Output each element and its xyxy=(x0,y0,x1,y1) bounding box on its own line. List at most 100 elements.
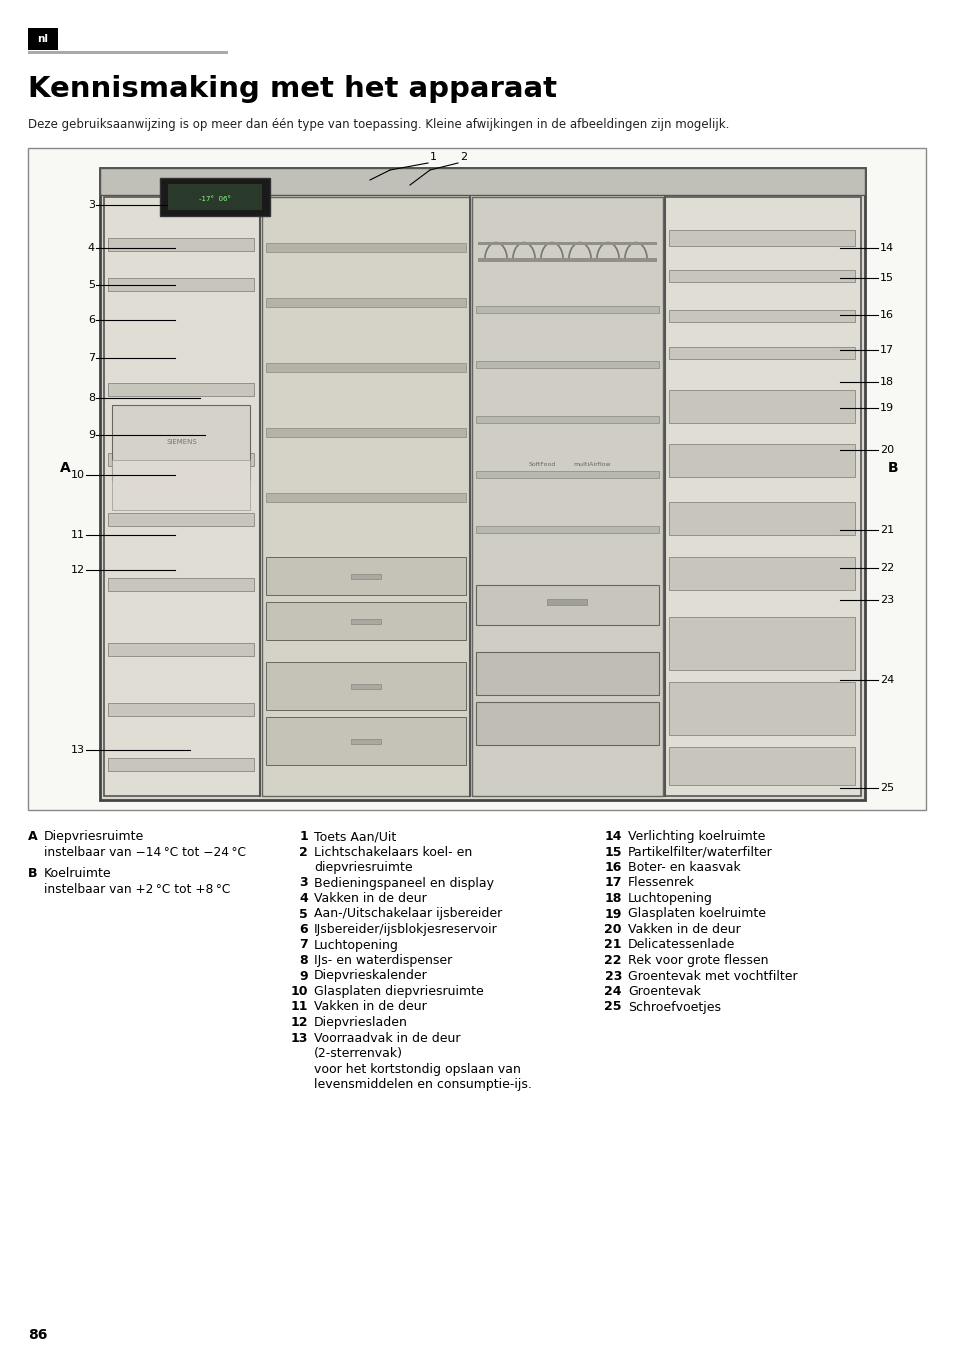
Text: 24: 24 xyxy=(604,986,621,998)
Bar xyxy=(668,682,854,734)
Bar xyxy=(477,242,657,244)
Text: Luchtopening: Luchtopening xyxy=(314,938,398,952)
Bar xyxy=(108,383,253,396)
Bar xyxy=(108,578,253,591)
Bar xyxy=(668,558,854,590)
Text: Schroefvoetjes: Schroefvoetjes xyxy=(627,1000,720,1014)
Bar xyxy=(668,747,854,784)
Bar xyxy=(266,602,465,640)
Text: 17: 17 xyxy=(604,876,621,890)
Text: 19: 19 xyxy=(604,907,621,921)
Text: Aan-/Uitschakelaar ijsbereider: Aan-/Uitschakelaar ijsbereider xyxy=(314,907,501,921)
Bar xyxy=(351,574,380,579)
Bar xyxy=(266,298,465,306)
Text: Flessenrek: Flessenrek xyxy=(627,876,694,890)
Text: -17°  06°: -17° 06° xyxy=(199,196,231,202)
Text: IJsbereider/ijsblokjesreservoir: IJsbereider/ijsblokjesreservoir xyxy=(314,923,497,936)
Bar xyxy=(472,197,662,796)
Text: 3: 3 xyxy=(88,200,95,211)
Text: Glasplaten diepvriesruimte: Glasplaten diepvriesruimte xyxy=(314,986,483,998)
Text: instelbaar van −14 °C tot −24 °C: instelbaar van −14 °C tot −24 °C xyxy=(44,845,246,859)
Bar xyxy=(100,167,864,801)
Text: 19: 19 xyxy=(879,404,893,413)
Bar xyxy=(476,526,659,533)
Bar xyxy=(266,717,465,765)
Text: 25: 25 xyxy=(879,783,893,792)
Text: 5: 5 xyxy=(299,907,308,921)
Text: Groentevak: Groentevak xyxy=(627,986,700,998)
Text: (2-sterrenvak): (2-sterrenvak) xyxy=(314,1048,402,1060)
Text: 18: 18 xyxy=(879,377,893,387)
Text: 14: 14 xyxy=(879,243,893,252)
Text: Diepvriesruimte: Diepvriesruimte xyxy=(44,830,144,842)
Bar xyxy=(476,652,659,695)
Bar xyxy=(266,243,465,252)
Bar xyxy=(476,416,659,423)
Text: 13: 13 xyxy=(291,1031,308,1045)
Text: 24: 24 xyxy=(879,675,893,684)
Bar xyxy=(477,258,657,262)
Text: Glasplaten koelruimte: Glasplaten koelruimte xyxy=(627,907,765,921)
Bar xyxy=(108,643,253,656)
Bar xyxy=(112,460,250,510)
Text: Diepvriesladen: Diepvriesladen xyxy=(314,1017,408,1029)
Text: 1: 1 xyxy=(299,830,308,842)
Text: 23: 23 xyxy=(604,969,621,983)
Text: 25: 25 xyxy=(604,1000,621,1014)
Bar xyxy=(668,617,854,670)
Text: 8: 8 xyxy=(299,954,308,967)
Bar xyxy=(476,360,659,369)
Bar xyxy=(108,703,253,716)
Text: Partikelfilter/waterfilter: Partikelfilter/waterfilter xyxy=(627,845,772,859)
Bar xyxy=(476,306,659,313)
Bar xyxy=(108,454,253,466)
Text: 86: 86 xyxy=(28,1328,48,1342)
Text: 22: 22 xyxy=(879,563,893,572)
Text: nl: nl xyxy=(37,34,49,45)
Text: 18: 18 xyxy=(604,892,621,904)
Text: Vakken in de deur: Vakken in de deur xyxy=(314,892,426,904)
Text: Kennismaking met het apparaat: Kennismaking met het apparaat xyxy=(28,76,557,103)
Bar xyxy=(28,28,58,50)
Text: 10: 10 xyxy=(291,986,308,998)
Text: 13: 13 xyxy=(71,745,85,755)
Bar xyxy=(668,310,854,323)
Bar xyxy=(664,197,861,796)
Bar xyxy=(28,148,925,810)
Text: Deze gebruiksaanwijzing is op meer dan één type van toepassing. Kleine afwijking: Deze gebruiksaanwijzing is op meer dan é… xyxy=(28,117,729,131)
Text: 9: 9 xyxy=(299,969,308,983)
Text: 7: 7 xyxy=(88,352,95,363)
Text: B: B xyxy=(886,460,898,475)
Bar xyxy=(668,444,854,477)
Text: Delicatessenlade: Delicatessenlade xyxy=(627,938,735,952)
Text: Boter- en kaasvak: Boter- en kaasvak xyxy=(627,861,740,873)
Text: 7: 7 xyxy=(299,938,308,952)
Text: Koelruimte: Koelruimte xyxy=(44,867,112,880)
Bar xyxy=(266,558,465,595)
Text: Toets Aan/Uit: Toets Aan/Uit xyxy=(314,830,395,842)
Text: Groentevak met vochtfilter: Groentevak met vochtfilter xyxy=(627,969,797,983)
Text: A: A xyxy=(59,460,71,475)
Text: 23: 23 xyxy=(879,595,893,605)
Text: Voorraadvak in de deur: Voorraadvak in de deur xyxy=(314,1031,460,1045)
Text: A: A xyxy=(28,830,37,842)
Text: multiAirflow: multiAirflow xyxy=(573,463,610,467)
Text: 8: 8 xyxy=(88,393,95,404)
Text: 16: 16 xyxy=(879,310,893,320)
Text: 4: 4 xyxy=(88,243,95,252)
Text: 21: 21 xyxy=(604,938,621,952)
Bar xyxy=(476,585,659,625)
Text: levensmiddelen en consumptie-ijs.: levensmiddelen en consumptie-ijs. xyxy=(314,1079,532,1091)
Bar xyxy=(476,702,659,745)
Bar xyxy=(168,184,262,211)
Text: 9: 9 xyxy=(88,431,95,440)
Text: 3: 3 xyxy=(299,876,308,890)
Bar xyxy=(546,599,586,605)
Text: instelbaar van +2 °C tot +8 °C: instelbaar van +2 °C tot +8 °C xyxy=(44,883,230,895)
Text: 11: 11 xyxy=(71,531,85,540)
Bar xyxy=(104,197,260,796)
Bar xyxy=(668,347,854,359)
Text: Luchtopening: Luchtopening xyxy=(627,892,712,904)
Bar xyxy=(108,238,253,251)
Text: 2: 2 xyxy=(459,153,467,162)
